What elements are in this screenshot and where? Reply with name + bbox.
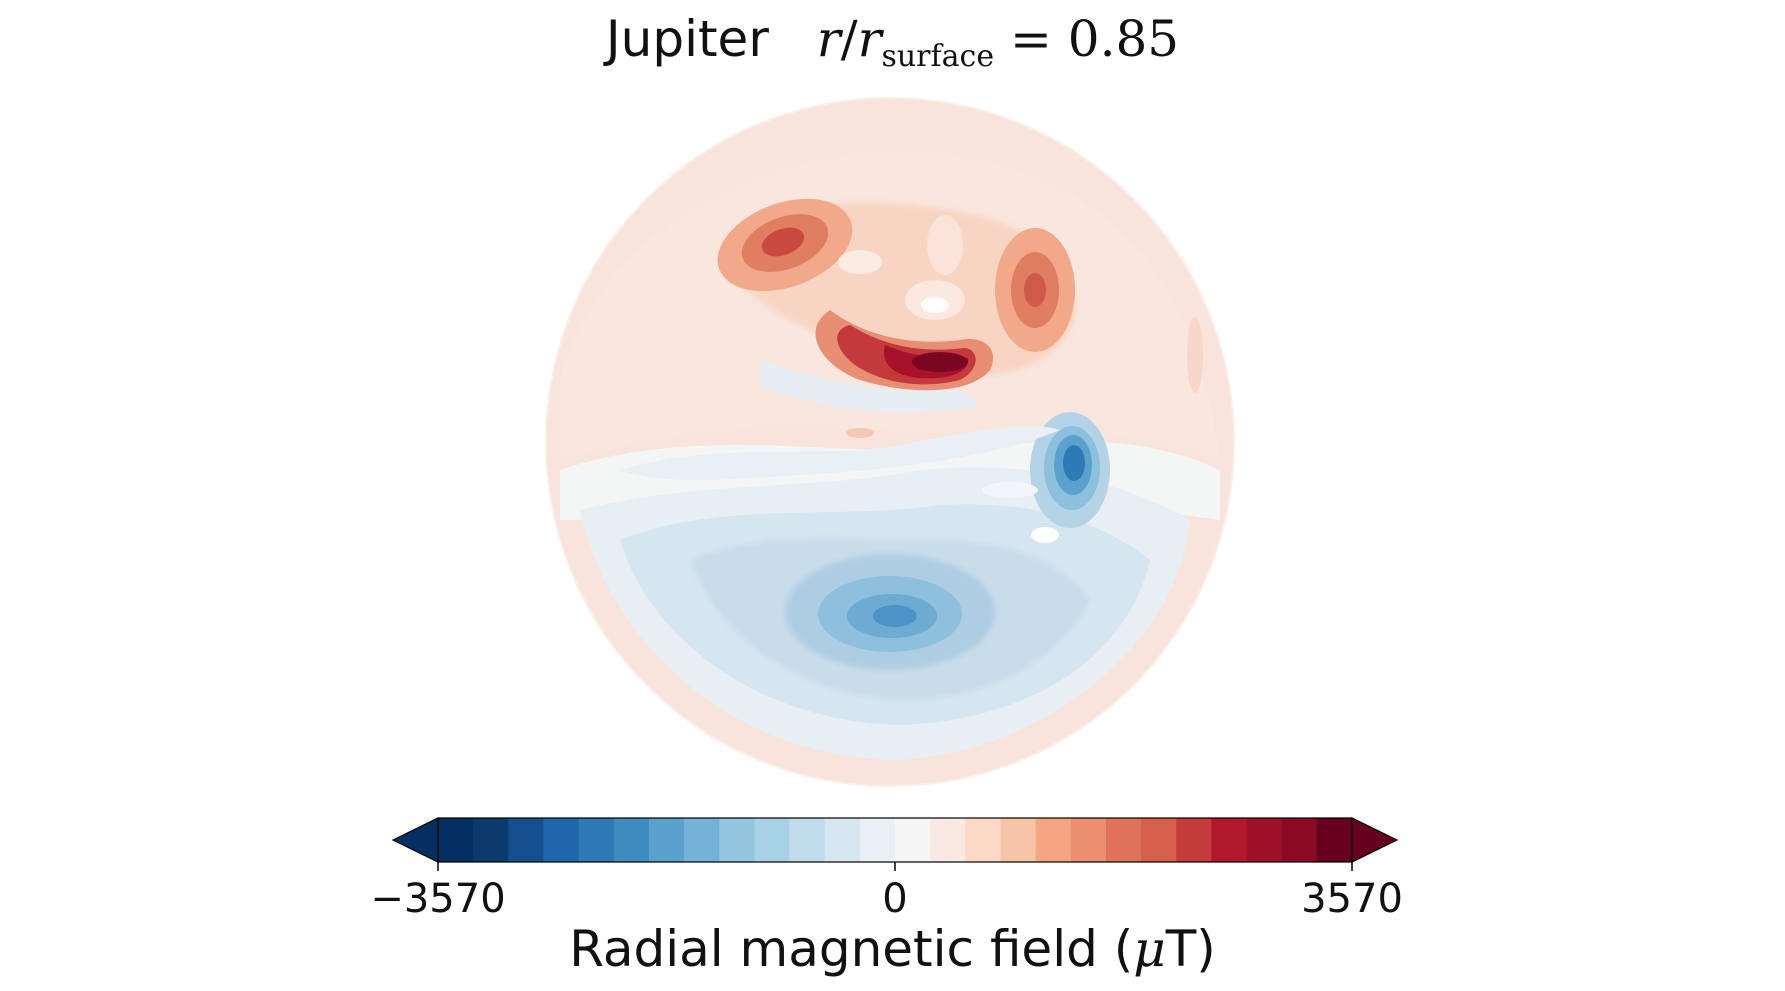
- colorbar-level-24: [1281, 818, 1318, 862]
- title-equation: r/rsurface = 0.85: [816, 10, 1180, 74]
- colorbar-level-8: [719, 818, 755, 862]
- colorbar-level-21: [1176, 818, 1212, 862]
- colorbar-level-19: [1105, 818, 1142, 862]
- colorbar-level-9: [754, 818, 791, 862]
- colorbar-level-6: [648, 818, 685, 862]
- colorbar-level-20: [1141, 818, 1177, 862]
- colorbar-tick-label-0: −3570: [370, 876, 505, 922]
- colorbar-tick-label-1: 0: [882, 876, 907, 922]
- chart-title: Jupiter r/rsurface = 0.85: [0, 10, 1785, 74]
- title-planet: Jupiter: [605, 10, 769, 68]
- colorbar-level-4: [578, 818, 615, 862]
- colorbar-level-13: [895, 818, 931, 862]
- colorbar-extend-max: [1351, 817, 1399, 863]
- colorbar-tick-label-2: 3570: [1301, 876, 1403, 922]
- colorbar-level-16: [1000, 818, 1037, 862]
- colorbar-level-15: [965, 818, 1002, 862]
- colorbar-label: Radial magnetic field (μT): [569, 920, 1216, 978]
- colorbar-level-0: [438, 818, 474, 862]
- colorbar-level-25: [1316, 818, 1353, 862]
- colorbar-level-7: [684, 818, 720, 862]
- planet-disk: [546, 98, 1234, 786]
- colorbar-level-5: [613, 818, 650, 862]
- colorbar: −3570 0 3570: [370, 817, 1403, 922]
- colorbar-level-22: [1211, 818, 1248, 862]
- colorbar-level-10: [789, 818, 826, 862]
- colorbar-level-17: [1035, 818, 1072, 862]
- colorbar-level-14: [930, 818, 966, 862]
- colorbar-ticks: −3570 0 3570: [370, 862, 1403, 922]
- colorbar-level-18: [1070, 818, 1107, 862]
- colorbar-level-12: [859, 818, 896, 862]
- colorbar-cells: [438, 818, 1353, 862]
- colorbar-level-3: [543, 818, 580, 862]
- colorbar-level-1: [473, 818, 509, 862]
- colorbar-level-23: [1246, 818, 1283, 862]
- colorbar-level-2: [508, 818, 545, 862]
- colorbar-level-11: [824, 818, 861, 862]
- colorbar-extend-min: [391, 817, 439, 863]
